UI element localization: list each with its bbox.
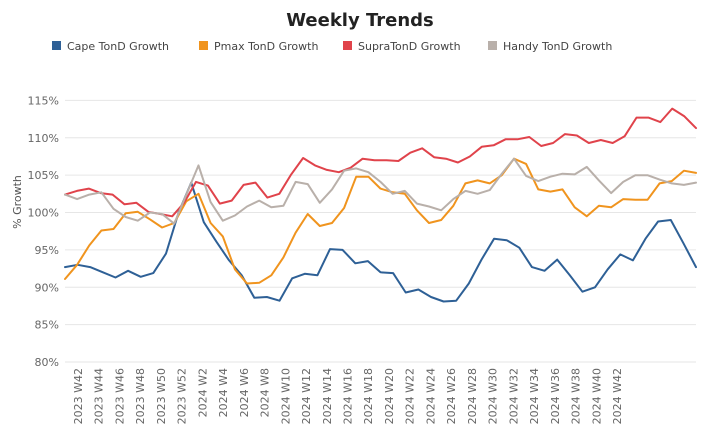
x-tick-label: 2024 W34 bbox=[528, 368, 541, 424]
series-line-handy-tond-growth bbox=[64, 157, 697, 225]
y-tick-label: 90% bbox=[35, 281, 59, 294]
x-tick-label: 2024 W16 bbox=[342, 368, 355, 424]
x-tick-label: 2024 W32 bbox=[507, 368, 520, 424]
x-tick-label: 2024 W12 bbox=[300, 368, 313, 424]
x-tick-label: 2024 W40 bbox=[590, 368, 603, 424]
x-tick-label: 2024 W30 bbox=[487, 368, 500, 424]
y-tick-label: 80% bbox=[35, 356, 59, 369]
y-tick-label: 95% bbox=[35, 244, 59, 257]
y-tick-label: 100% bbox=[28, 207, 59, 220]
x-tick-label: 2024 W36 bbox=[549, 368, 562, 424]
x-tick-label: 2024 W42 bbox=[611, 368, 624, 424]
series-line-pmax-tond-growth bbox=[64, 157, 697, 285]
x-tick-label: 2024 W22 bbox=[404, 368, 417, 424]
x-tick-label: 2024 W38 bbox=[570, 368, 583, 424]
plot-area bbox=[64, 107, 697, 303]
series-line-cape-tond-growth bbox=[64, 181, 697, 303]
x-tick-label: 2024 W20 bbox=[383, 368, 396, 424]
x-tick-label: 2023 W44 bbox=[93, 368, 106, 424]
y-tick-label: 105% bbox=[28, 169, 59, 182]
legend-label: Pmax TonD Growth bbox=[214, 40, 318, 53]
y-axis-label: % Growth bbox=[11, 175, 24, 229]
series-line-supratond-growth bbox=[64, 107, 697, 218]
y-tick-label: 115% bbox=[28, 94, 59, 107]
x-tick-label: 2023 W42 bbox=[72, 368, 85, 424]
y-tick-label: 110% bbox=[28, 132, 59, 145]
x-tick-label: 2024 W24 bbox=[424, 368, 437, 424]
legend-swatch bbox=[199, 41, 208, 50]
x-tick-label: 2024 W4 bbox=[217, 368, 230, 417]
legend: Cape TonD Growth Pmax TonD Growth SupraTon… bbox=[52, 40, 612, 53]
chart-title: Weekly Trends bbox=[286, 10, 434, 31]
x-tick-label: 2023 W46 bbox=[113, 368, 126, 424]
x-tick-label: 2024 W2 bbox=[196, 368, 209, 417]
x-tick-label: 2024 W8 bbox=[259, 368, 272, 417]
legend-swatch bbox=[488, 41, 497, 50]
legend-swatch bbox=[343, 41, 352, 50]
legend-swatch bbox=[52, 41, 61, 50]
gridlines bbox=[65, 99, 696, 363]
y-axis-ticks: 80% 85% 90% 95% 100% 105% 110% 115% bbox=[28, 94, 59, 369]
x-tick-label: 2024 W28 bbox=[466, 368, 479, 424]
y-tick-label: 85% bbox=[35, 319, 59, 332]
x-tick-label: 2023 W52 bbox=[176, 368, 189, 424]
x-tick-label: 2024 W26 bbox=[445, 368, 458, 424]
x-tick-label: 2024 W18 bbox=[362, 368, 375, 424]
legend-label: Handy TonD Growth bbox=[503, 40, 612, 53]
legend-label: Cape TonD Growth bbox=[67, 40, 169, 53]
x-axis-ticks: 2023 W42 2023 W44 2023 W46 2023 W48 2023 W50… bbox=[72, 368, 624, 424]
x-tick-label: 2024 W6 bbox=[238, 368, 251, 417]
x-tick-label: 2023 W50 bbox=[155, 368, 168, 424]
legend-label: SupraTonD Growth bbox=[358, 40, 461, 53]
x-tick-label: 2023 W48 bbox=[134, 368, 147, 424]
x-tick-label: 2024 W10 bbox=[279, 368, 292, 424]
x-tick-label: 2024 W14 bbox=[321, 368, 334, 424]
